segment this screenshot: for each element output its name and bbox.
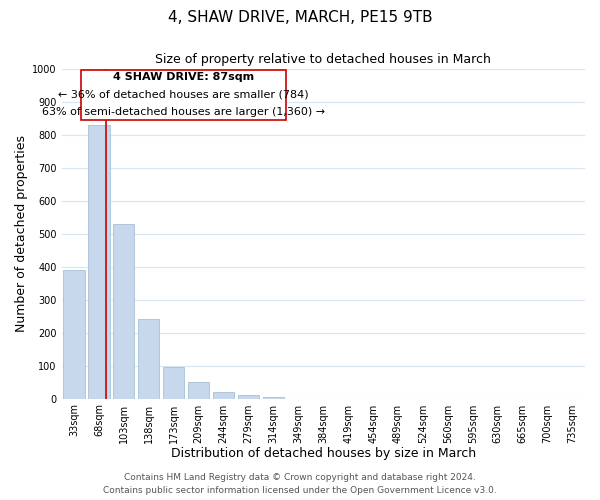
Bar bbox=[138, 320, 160, 398]
Bar bbox=[213, 392, 234, 398]
Bar bbox=[163, 368, 184, 398]
Bar bbox=[88, 125, 110, 398]
Bar bbox=[263, 397, 284, 398]
Bar bbox=[82, 70, 286, 120]
Bar bbox=[113, 224, 134, 398]
Title: Size of property relative to detached houses in March: Size of property relative to detached ho… bbox=[155, 54, 491, 66]
Text: Contains HM Land Registry data © Crown copyright and database right 2024.
Contai: Contains HM Land Registry data © Crown c… bbox=[103, 474, 497, 495]
Y-axis label: Number of detached properties: Number of detached properties bbox=[15, 136, 28, 332]
Text: ← 36% of detached houses are smaller (784): ← 36% of detached houses are smaller (78… bbox=[58, 90, 309, 100]
Bar bbox=[64, 270, 85, 398]
Bar bbox=[188, 382, 209, 398]
Text: 63% of semi-detached houses are larger (1,360) →: 63% of semi-detached houses are larger (… bbox=[42, 106, 325, 117]
X-axis label: Distribution of detached houses by size in March: Distribution of detached houses by size … bbox=[171, 447, 476, 460]
Bar bbox=[238, 394, 259, 398]
Text: 4 SHAW DRIVE: 87sqm: 4 SHAW DRIVE: 87sqm bbox=[113, 72, 254, 82]
Text: 4, SHAW DRIVE, MARCH, PE15 9TB: 4, SHAW DRIVE, MARCH, PE15 9TB bbox=[167, 10, 433, 25]
